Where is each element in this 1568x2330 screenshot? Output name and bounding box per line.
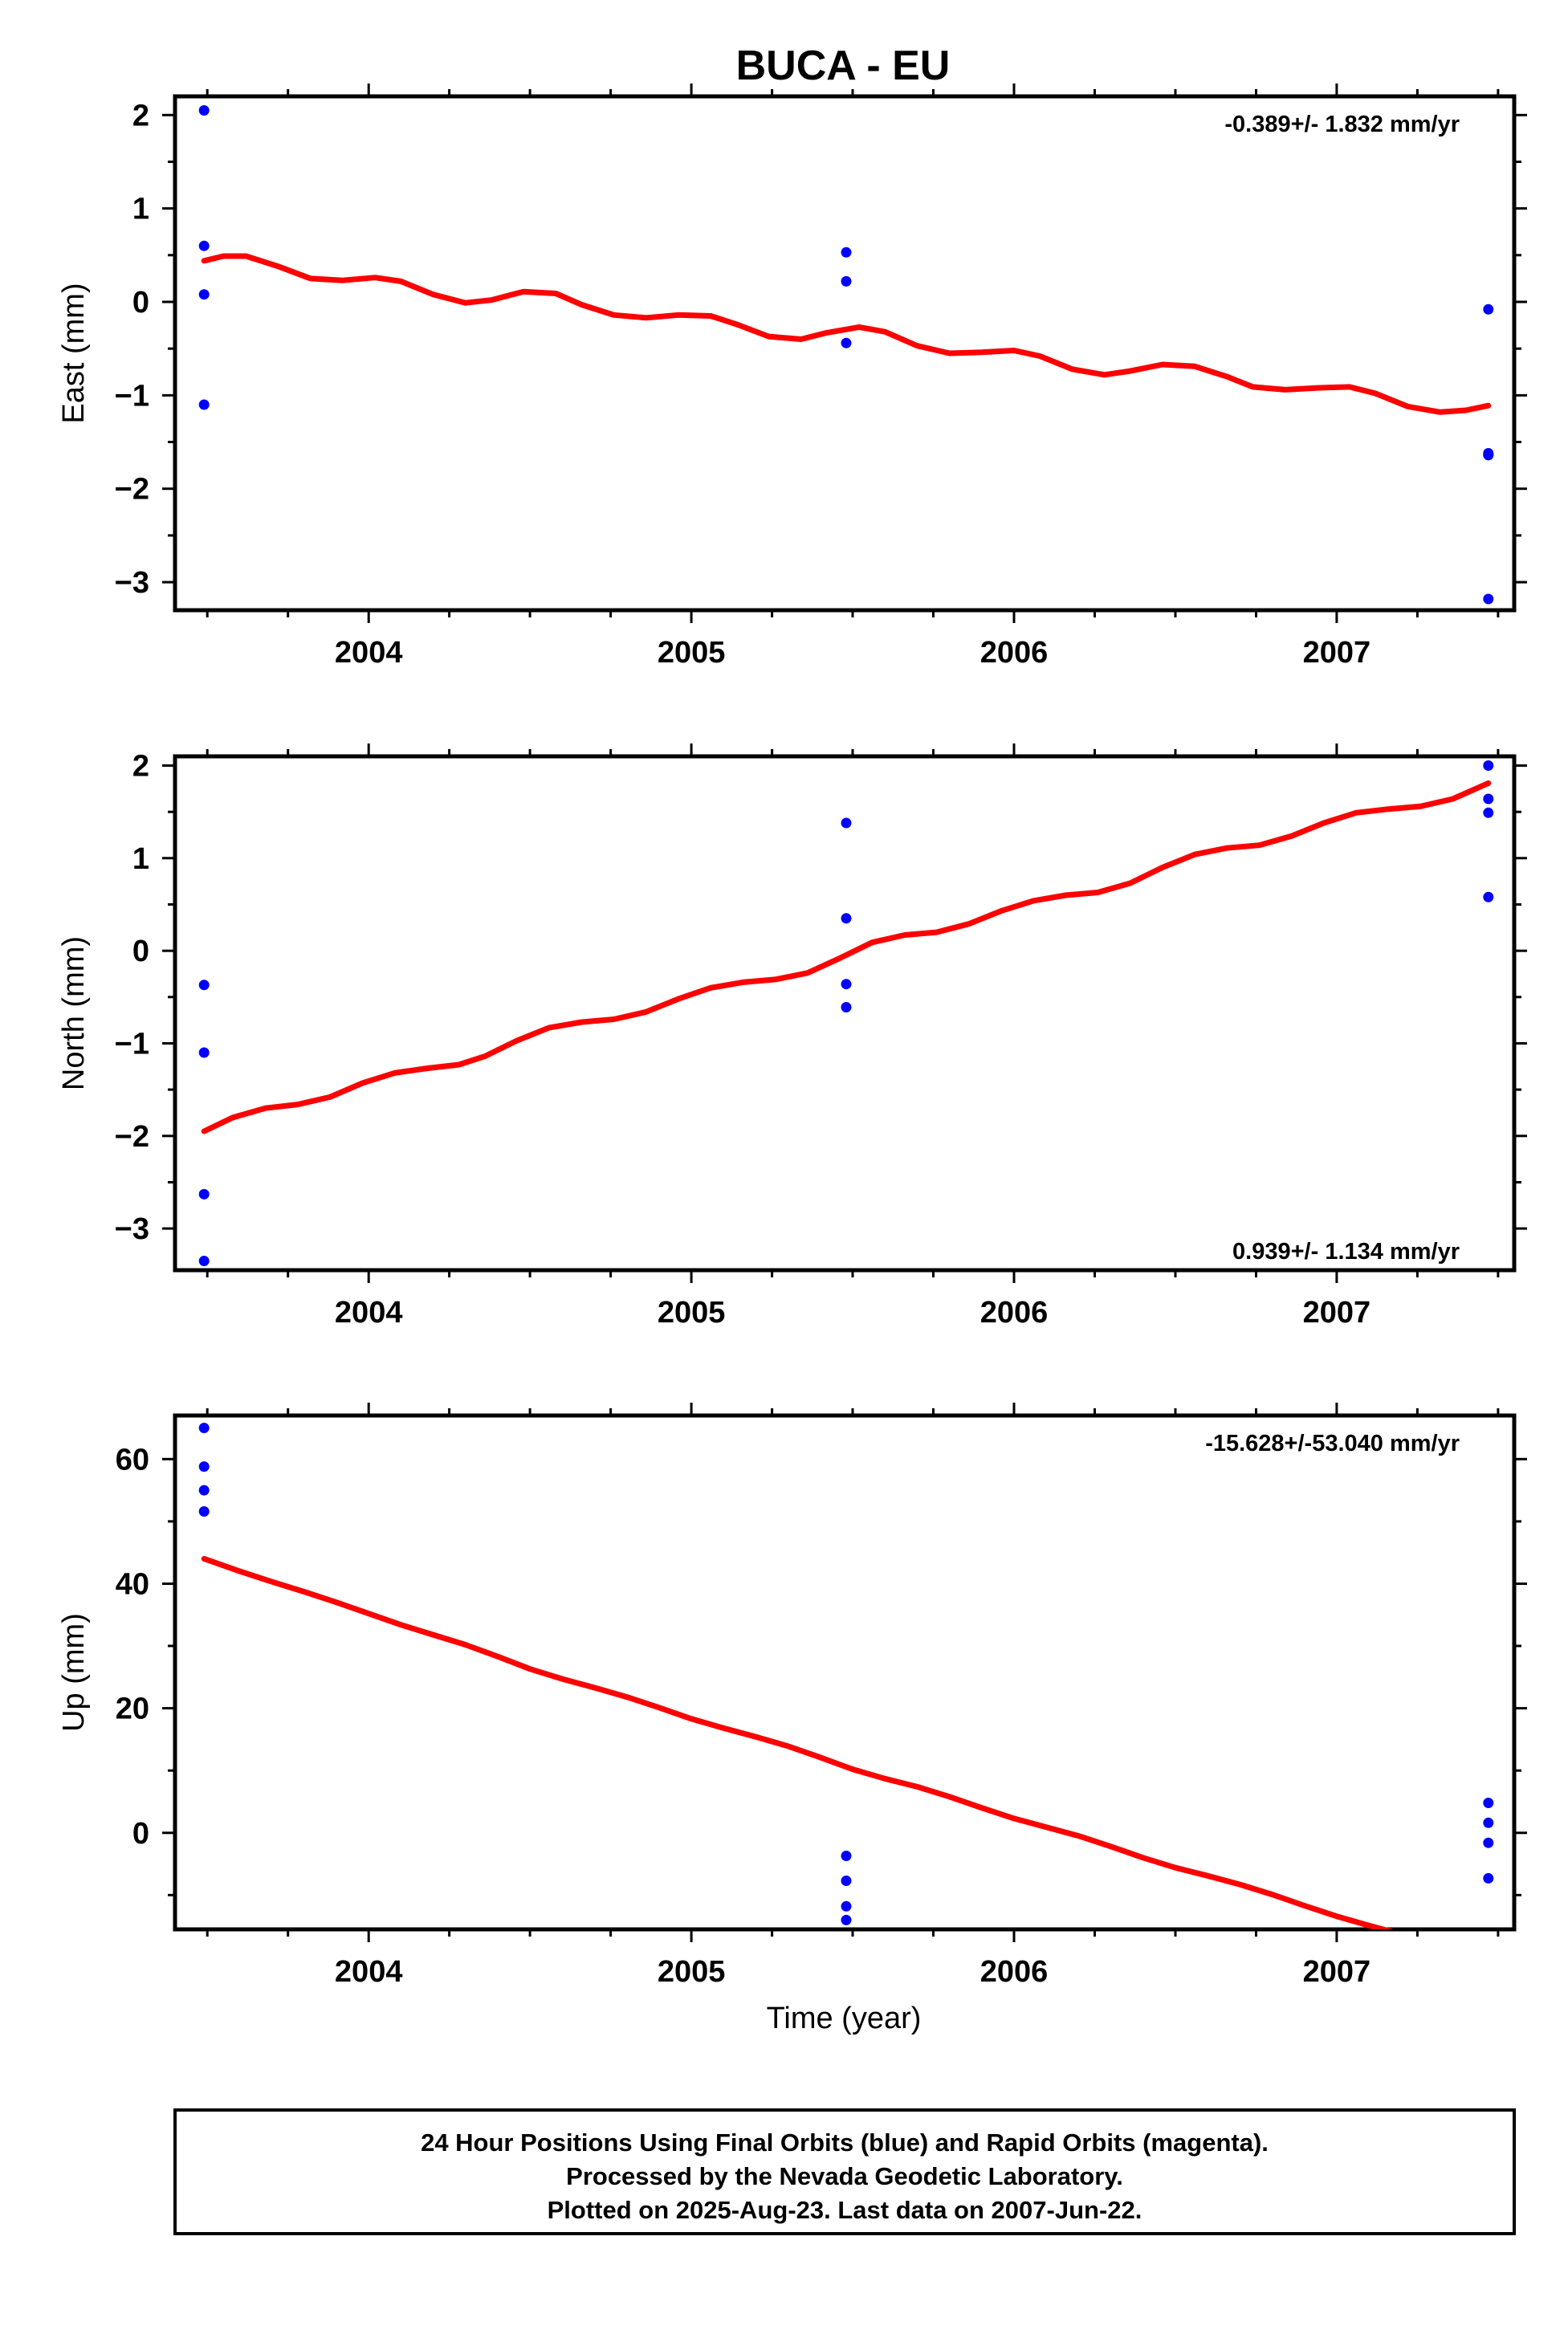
north-x-tick-label: 2006	[980, 1296, 1049, 1330]
north-panel: 2004 2005 2006 2007 −3 −2 −1 0 1 2 North (mm) 0.939…	[57, 743, 1527, 1330]
east-y-tick-label: −1	[115, 379, 149, 413]
up-data-point	[1483, 1837, 1494, 1848]
north-data-point	[198, 1188, 210, 1200]
east-y-tick-label: 0	[132, 286, 149, 320]
up-rate-annotation: -15.628+/-53.040 mm/yr	[1205, 1431, 1460, 1456]
east-y-tick-label: −2	[115, 473, 149, 507]
east-x-tick-label: 2004	[335, 636, 403, 670]
chart-title: BUCA - EU	[736, 43, 951, 89]
north-rate-annotation: 0.939+/- 1.134 mm/yr	[1232, 1239, 1460, 1265]
up-x-tick-label: 2005	[658, 1955, 726, 1989]
east-model-line	[201, 253, 1492, 415]
up-data-point	[198, 1506, 210, 1517]
east-y-tick-label: 1	[132, 193, 149, 226]
north-data-point	[1483, 891, 1494, 902]
east-rate-annotation: -0.389+/- 1.832 mm/yr	[1224, 112, 1460, 137]
up-x-tick-label: 2007	[1303, 1955, 1371, 1989]
up-y-tick-label: 0	[132, 1817, 149, 1851]
east-panel: 2004 2005 2006 2007 −3 −2 −1 0 1 2 East (mm) -0.389…	[57, 84, 1527, 670]
up-panel: 2004 2005 2006 2007 0 20 40 60 Up (mm) -15.628+/-…	[57, 1403, 1527, 1989]
up-x-tick-label: 2006	[980, 1955, 1049, 1989]
east-data-point	[841, 246, 852, 258]
east-data-point	[198, 240, 210, 251]
up-y-tick-label: 20	[116, 1693, 149, 1726]
east-data-point	[1483, 303, 1494, 315]
caption-line-3: Plotted on 2025-Aug-23. Last data on 200…	[548, 2196, 1142, 2224]
north-x-tick-label: 2007	[1303, 1296, 1371, 1330]
up-y-tick-label: 60	[116, 1443, 149, 1477]
caption-line-2: Processed by the Nevada Geodetic Laborat…	[566, 2162, 1123, 2190]
north-y-tick-label: −2	[115, 1120, 149, 1154]
north-data-point	[1483, 807, 1494, 818]
east-data-point	[841, 275, 852, 287]
north-plot-frame	[173, 754, 1517, 1273]
north-data-point	[198, 1256, 210, 1266]
up-data-point	[841, 1876, 852, 1886]
up-x-tick-label: 2004	[335, 1955, 403, 1989]
caption-box-border	[173, 2108, 1516, 2235]
north-y-tick-label: −1	[115, 1028, 149, 1061]
up-data-point	[198, 1485, 210, 1496]
east-x-tick-label: 2007	[1303, 636, 1371, 670]
up-model-line	[201, 1555, 1394, 1929]
up-data-point	[198, 1423, 210, 1433]
north-data-point	[198, 980, 210, 991]
east-data-point	[198, 105, 210, 116]
up-data-point	[1483, 1872, 1494, 1884]
north-data-point	[1483, 760, 1494, 771]
east-y-tick-label: −3	[115, 566, 149, 600]
caption-box: 24 Hour Positions Using Final Orbits (bl…	[173, 2108, 1516, 2235]
north-data-point	[841, 913, 852, 924]
up-data-point	[198, 1461, 210, 1473]
up-y-tick-label: 40	[116, 1568, 149, 1602]
north-data-point	[841, 817, 852, 829]
north-y-tick-label: 2	[132, 750, 149, 784]
east-y-tick-label: 2	[132, 99, 149, 132]
east-plot-frame	[173, 94, 1517, 613]
north-data-point	[841, 979, 852, 990]
north-x-tick-label: 2005	[658, 1296, 726, 1330]
east-data-point	[198, 289, 210, 300]
north-data-point	[841, 1002, 852, 1012]
north-data-point	[198, 1047, 210, 1058]
caption-line-1: 24 Hour Positions Using Final Orbits (bl…	[421, 2128, 1269, 2157]
east-x-tick-label: 2005	[658, 636, 726, 670]
east-data-point	[1483, 450, 1494, 461]
up-data-point	[1483, 1817, 1494, 1828]
north-y-tick-label: −3	[115, 1212, 149, 1246]
east-x-tick-label: 2006	[980, 636, 1049, 670]
up-data-point	[841, 1851, 852, 1861]
up-data-point	[841, 1914, 852, 1925]
east-data-point	[198, 399, 210, 410]
north-y-tick-label: 1	[132, 842, 149, 876]
east-data-point	[1483, 593, 1494, 605]
up-plot-frame	[173, 1413, 1517, 1932]
north-y-axis-label: North (mm)	[57, 936, 91, 1090]
north-data-point	[1483, 793, 1494, 805]
x-axis-label: Time (year)	[767, 2002, 922, 2035]
north-x-tick-label: 2004	[335, 1296, 403, 1330]
east-data-point	[841, 337, 852, 348]
up-y-axis-label: Up (mm)	[57, 1613, 91, 1732]
north-y-tick-label: 0	[132, 935, 149, 968]
north-model-line	[201, 780, 1492, 1134]
up-data-point	[841, 1900, 852, 1912]
east-y-axis-label: East (mm)	[57, 283, 91, 423]
up-data-point	[1483, 1798, 1494, 1808]
